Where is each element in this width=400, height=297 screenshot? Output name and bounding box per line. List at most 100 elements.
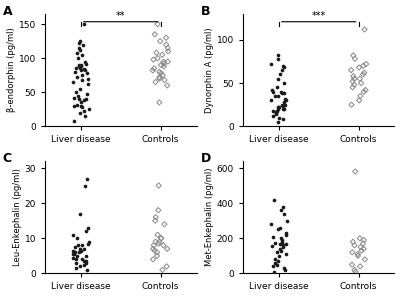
Point: [150, 68, 156, 73]
Point: [275, 94, 282, 98]
Point: [282, 252, 289, 257]
Point: [277, 72, 284, 77]
Point: [76, 63, 82, 67]
Point: [283, 232, 290, 237]
Point: [282, 96, 288, 101]
Point: [356, 76, 363, 81]
Point: [78, 64, 84, 69]
Point: [84, 91, 91, 96]
Point: [281, 81, 287, 86]
Point: [357, 264, 363, 269]
Point: [164, 45, 171, 50]
Point: [155, 208, 162, 213]
Point: [280, 243, 286, 248]
Point: [362, 88, 369, 92]
Point: [82, 97, 89, 101]
Point: [274, 227, 281, 232]
Point: [158, 236, 164, 241]
Point: [83, 253, 89, 258]
Point: [269, 88, 275, 92]
Point: [84, 176, 90, 181]
Point: [268, 222, 275, 227]
Point: [164, 83, 170, 88]
Point: [80, 98, 87, 103]
Point: [156, 239, 162, 244]
Point: [76, 64, 82, 69]
Point: [72, 245, 78, 249]
Point: [272, 257, 278, 262]
Point: [271, 260, 278, 265]
Point: [157, 39, 164, 43]
Point: [79, 243, 86, 248]
Point: [74, 253, 81, 258]
Point: [348, 68, 354, 72]
Point: [277, 241, 284, 246]
Point: [282, 102, 288, 107]
Point: [77, 66, 84, 71]
Point: [360, 72, 366, 77]
Point: [158, 63, 164, 67]
Point: [271, 197, 277, 202]
Point: [78, 100, 84, 105]
Point: [281, 211, 287, 216]
Point: [85, 76, 91, 81]
Point: [351, 82, 358, 87]
Point: [272, 240, 279, 245]
Point: [351, 268, 358, 272]
Point: [278, 236, 284, 241]
Point: [70, 252, 77, 257]
Point: [74, 50, 80, 55]
Point: [73, 75, 80, 80]
Point: [352, 169, 358, 174]
Point: [275, 105, 281, 110]
Point: [275, 107, 281, 111]
Text: D: D: [200, 152, 211, 165]
Point: [74, 93, 81, 98]
Point: [281, 266, 287, 271]
Point: [160, 73, 166, 78]
Point: [83, 259, 89, 263]
Point: [362, 257, 368, 262]
Y-axis label: Met-Enkephalin (pg/ml): Met-Enkephalin (pg/ml): [205, 168, 214, 266]
Point: [77, 211, 84, 216]
Point: [352, 56, 358, 61]
Point: [350, 53, 356, 58]
Point: [165, 49, 171, 54]
Point: [272, 110, 279, 115]
Point: [154, 253, 160, 258]
Point: [156, 100, 162, 105]
Point: [279, 238, 285, 242]
Point: [71, 103, 77, 108]
Point: [70, 255, 77, 260]
Point: [280, 117, 286, 122]
Text: A: A: [2, 5, 12, 18]
Point: [152, 239, 159, 244]
Point: [278, 239, 285, 244]
Point: [158, 236, 164, 241]
Point: [357, 236, 363, 241]
Point: [76, 41, 82, 45]
Point: [77, 264, 83, 269]
Point: [274, 108, 281, 113]
Point: [73, 90, 80, 95]
Point: [77, 110, 83, 115]
Text: B: B: [200, 5, 210, 18]
Point: [351, 243, 358, 248]
Point: [349, 250, 356, 255]
Point: [272, 94, 278, 98]
Point: [269, 264, 276, 269]
Point: [163, 35, 169, 40]
Point: [75, 243, 82, 248]
Point: [280, 107, 286, 111]
Point: [154, 56, 161, 61]
Point: [84, 82, 91, 86]
Point: [78, 73, 85, 78]
Point: [71, 250, 77, 255]
Point: [274, 76, 281, 81]
Point: [154, 250, 160, 255]
Point: [273, 85, 280, 90]
Y-axis label: β-endorphin (pg/ml): β-endorphin (pg/ml): [7, 28, 16, 113]
Text: **: **: [116, 11, 126, 21]
Point: [81, 247, 87, 251]
Point: [154, 22, 161, 26]
